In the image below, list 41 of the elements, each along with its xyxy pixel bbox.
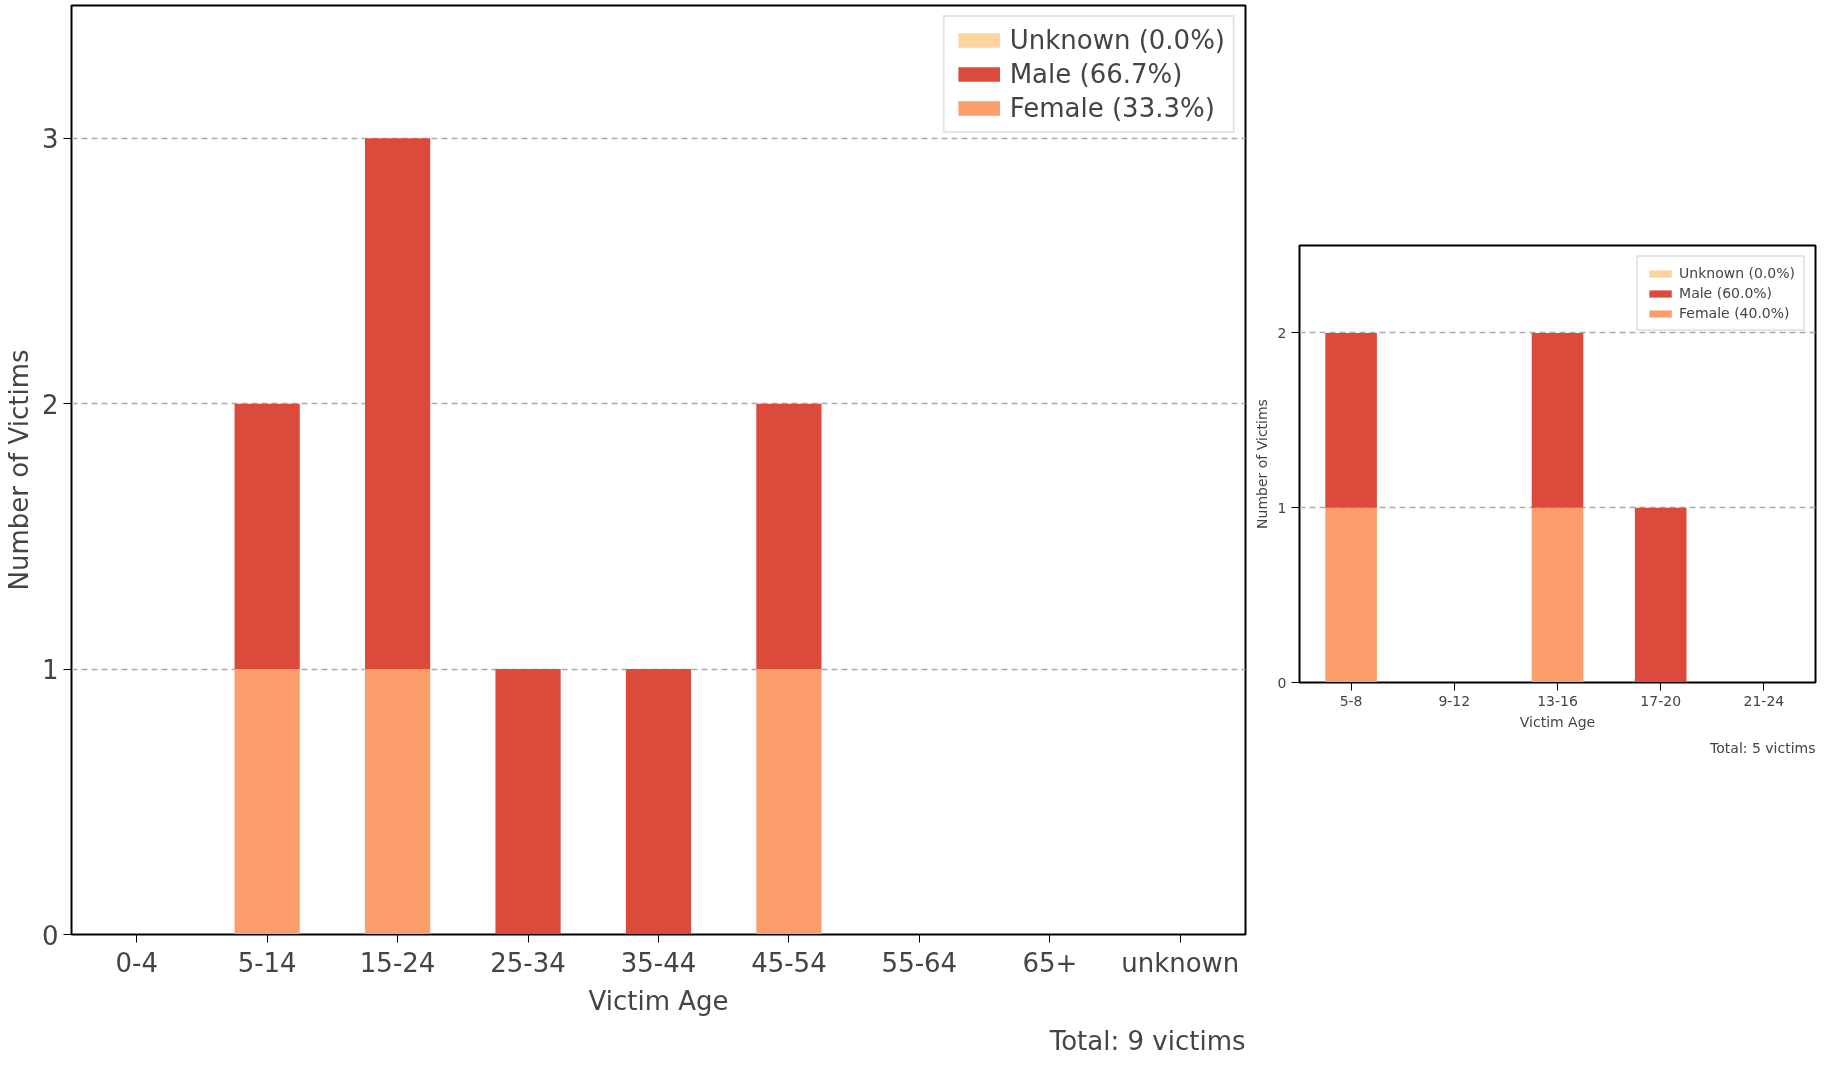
y-axis-title: Number of Victims <box>1253 399 1270 529</box>
x-axis-title: Victim Age <box>588 985 729 1016</box>
y-tick-label: 3 <box>41 124 59 155</box>
x-tick-label: 65+ <box>1022 947 1078 978</box>
x-tick-label: 35-44 <box>620 947 697 978</box>
legend-label: Female (33.3%) <box>1009 93 1215 123</box>
y-axis-title: Number of Victims <box>3 349 34 591</box>
x-tick-label: 45-54 <box>751 947 827 978</box>
bar <box>234 669 300 935</box>
bar <box>625 669 692 935</box>
legend-label: Female (40.0%) <box>1679 305 1790 321</box>
bar <box>756 669 822 935</box>
legend-label: Male (66.7%) <box>1009 59 1183 89</box>
x-tick-label: 55-64 <box>881 947 958 978</box>
legend-label: Unknown (0.0%) <box>1009 25 1225 55</box>
bar <box>365 669 431 935</box>
y-tick-label: 2 <box>41 389 59 420</box>
bar <box>365 138 431 670</box>
bar <box>234 403 300 670</box>
y-tick-label: 0 <box>1277 674 1287 691</box>
y-tick-label: 1 <box>41 655 59 686</box>
x-tick-label: 21-24 <box>1743 692 1785 709</box>
x-tick-label: 15-24 <box>359 947 436 978</box>
legend-label: Male (60.0%) <box>1679 285 1773 301</box>
x-tick-label: 25-34 <box>490 947 566 978</box>
x-tick-label: 17-20 <box>1640 692 1682 709</box>
legend-label: Unknown (0.0%) <box>1679 265 1795 281</box>
text: Total: 5 victims <box>1709 739 1816 756</box>
bar <box>756 403 822 670</box>
x-tick-label: 9-12 <box>1438 692 1471 709</box>
x-tick-label: unknown <box>1121 947 1240 978</box>
x-tick-label: 0-4 <box>115 947 158 978</box>
text: Total: 9 victims <box>1048 1025 1246 1056</box>
x-tick-label: 5-8 <box>1339 692 1363 709</box>
x-axis-title: Victim Age <box>1519 713 1596 730</box>
x-tick-label: 5-14 <box>237 947 297 978</box>
x-tick-label: 13-16 <box>1537 692 1578 709</box>
y-tick-label: 1 <box>1277 499 1287 516</box>
bar <box>495 669 561 935</box>
y-tick-label: 2 <box>1277 324 1287 341</box>
y-tick-label: 0 <box>41 920 59 951</box>
